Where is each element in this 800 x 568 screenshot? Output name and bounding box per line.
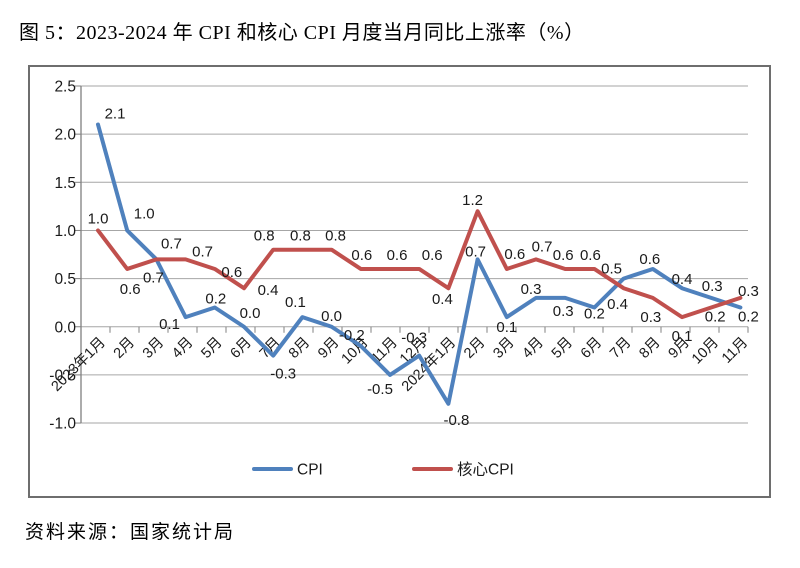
cpi-line	[96, 122, 743, 406]
core-cpi-data-label: 0.3	[640, 309, 661, 326]
cpi-data-label: -0.5	[367, 381, 393, 398]
y-tick-label: 1.5	[54, 175, 76, 192]
figure: 2.5 2.0 1.5 1.0 0.5 0.0 -0.5 -1.0 2023年1月 2月 3月 4月 5…	[28, 65, 771, 498]
core-cpi-data-label: 0.6	[504, 246, 525, 263]
cpi-data-label: -0.3	[401, 330, 427, 347]
y-tick-label: 1.0	[54, 223, 76, 240]
y-tick-label: -0.5	[49, 367, 76, 384]
cpi-data-label: 0.4	[672, 271, 693, 288]
cpi-data-label: 1.0	[134, 205, 155, 222]
cpi-data-label: 0.1	[159, 316, 180, 333]
core-cpi-data-label: 0.8	[290, 228, 311, 245]
core-cpi-data-label: 0.6	[120, 281, 141, 298]
cpi-legend-label: CPI	[297, 462, 323, 479]
core-cpi-data-label: 0.6	[553, 247, 574, 264]
core-cpi-data-label: 0.4	[432, 291, 453, 308]
cpi-data-label: -0.8	[443, 412, 469, 429]
core-cpi-data-label: 0.6	[422, 247, 443, 264]
cpi-data-label: 0.6	[639, 251, 660, 268]
cpi-data-label: -0.3	[270, 366, 296, 383]
cpi-data-label: 0.3	[521, 281, 542, 298]
cpi-data-label: 0.0	[321, 308, 342, 325]
x-tick-label: 11月	[369, 335, 401, 367]
core-cpi-data-label: 0.1	[672, 328, 693, 345]
x-tick-label: 3月	[140, 335, 167, 362]
source-note: 资料来源：国家统计局	[25, 522, 236, 543]
cpi-data-label: 0.2	[205, 290, 226, 307]
cpi-data-label: 0.2	[738, 308, 759, 325]
cpi-data-label: 0.5	[601, 261, 622, 278]
cpi-data-label: 0.1	[496, 319, 517, 336]
x-tick-label: 2月	[111, 335, 138, 362]
y-tick-label: 2.0	[54, 127, 76, 144]
x-tick-label: 10月	[689, 335, 722, 368]
x-tick-label: 5月	[198, 335, 225, 362]
x-tick-label: 2023年1月	[48, 334, 109, 395]
y-tick-label: 0.0	[54, 319, 76, 336]
cpi-data-label: 2.1	[105, 106, 126, 123]
core-cpi-data-label: 0.2	[705, 308, 726, 325]
core-cpi-data-label: 0.8	[254, 228, 275, 245]
x-tick-label: 2月	[461, 335, 488, 362]
chart-title: 图 5：2023-2024 年 CPI 和核心 CPI 月度当月同比上涨率（%）	[19, 22, 585, 44]
core-cpi-data-label: 0.4	[607, 296, 628, 313]
core-cpi-data-label: 0.4	[258, 282, 279, 299]
x-tick-label: 8月	[636, 335, 663, 362]
x-tick-label: 3月	[490, 335, 517, 362]
x-tick-label: 4月	[169, 335, 196, 362]
core-cpi-data-label: 0.6	[221, 264, 242, 281]
cpi-data-label: 0.3	[553, 303, 574, 320]
x-tick-label: 7月	[607, 335, 634, 362]
cpi-data-label: 0.7	[143, 269, 164, 286]
cpi-data-label: 0.0	[240, 305, 261, 322]
cpi-data-label: -0.2	[339, 327, 365, 344]
core-cpi-legend-label: 核心CPI	[457, 461, 514, 479]
core-cpi-data-label: 0.6	[580, 247, 601, 264]
y-tick-label: 0.5	[54, 271, 76, 288]
core-cpi-data-label: 0.7	[161, 235, 182, 252]
x-tick-label: 6月	[228, 335, 255, 362]
core-cpi-data-label: 0.7	[192, 243, 213, 260]
x-tick-label: 6月	[578, 335, 605, 362]
x-tick-label: 11月	[719, 335, 751, 367]
core-cpi-data-label: 1.2	[462, 192, 483, 209]
core-cpi-line	[96, 209, 743, 320]
core-cpi-data-label: 0.6	[351, 247, 372, 264]
core-cpi-data-label: 1.0	[88, 210, 109, 227]
y-tick-label: -1.0	[49, 416, 76, 433]
cpi-data-label: 0.1	[285, 294, 306, 311]
cpi-data-label: 0.3	[702, 278, 723, 295]
core-cpi-data-label: 0.7	[532, 238, 553, 255]
core-cpi-data-label: 0.6	[387, 247, 408, 264]
cpi-data-label: 0.7	[465, 243, 486, 260]
y-tick-label: 2.5	[54, 79, 76, 96]
core-cpi-data-label: 0.3	[738, 283, 759, 300]
x-tick-label: 4月	[520, 335, 547, 362]
core-cpi-data-label: 0.8	[325, 228, 346, 245]
x-tick-label: 5月	[549, 335, 576, 362]
x-tick-label: 8月	[286, 335, 313, 362]
cpi-data-label: 0.2	[584, 305, 605, 322]
